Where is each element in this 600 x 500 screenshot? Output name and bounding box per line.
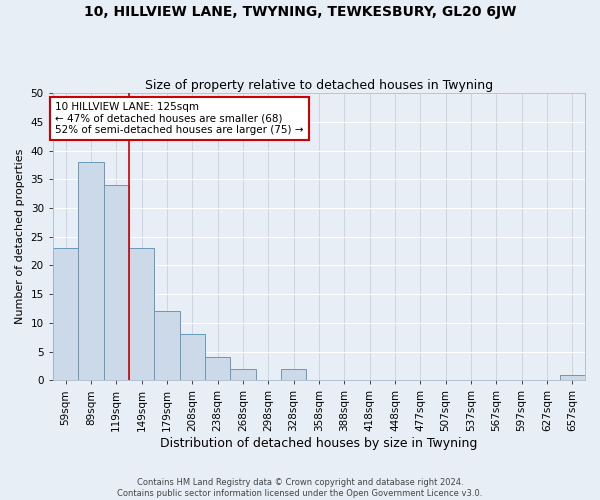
X-axis label: Distribution of detached houses by size in Twyning: Distribution of detached houses by size … — [160, 437, 478, 450]
Bar — [129, 248, 154, 380]
Title: Size of property relative to detached houses in Twyning: Size of property relative to detached ho… — [145, 79, 493, 92]
Text: 10, HILLVIEW LANE, TWYNING, TEWKESBURY, GL20 6JW: 10, HILLVIEW LANE, TWYNING, TEWKESBURY, … — [84, 5, 516, 19]
Bar — [154, 312, 179, 380]
Bar — [281, 369, 306, 380]
Bar — [179, 334, 205, 380]
Text: Contains HM Land Registry data © Crown copyright and database right 2024.
Contai: Contains HM Land Registry data © Crown c… — [118, 478, 482, 498]
Bar — [560, 374, 585, 380]
Bar — [104, 185, 129, 380]
Bar — [78, 162, 104, 380]
Bar — [53, 248, 78, 380]
Bar — [230, 369, 256, 380]
Text: 10 HILLVIEW LANE: 125sqm
← 47% of detached houses are smaller (68)
52% of semi-d: 10 HILLVIEW LANE: 125sqm ← 47% of detach… — [55, 102, 304, 135]
Y-axis label: Number of detached properties: Number of detached properties — [15, 149, 25, 324]
Bar — [205, 358, 230, 380]
